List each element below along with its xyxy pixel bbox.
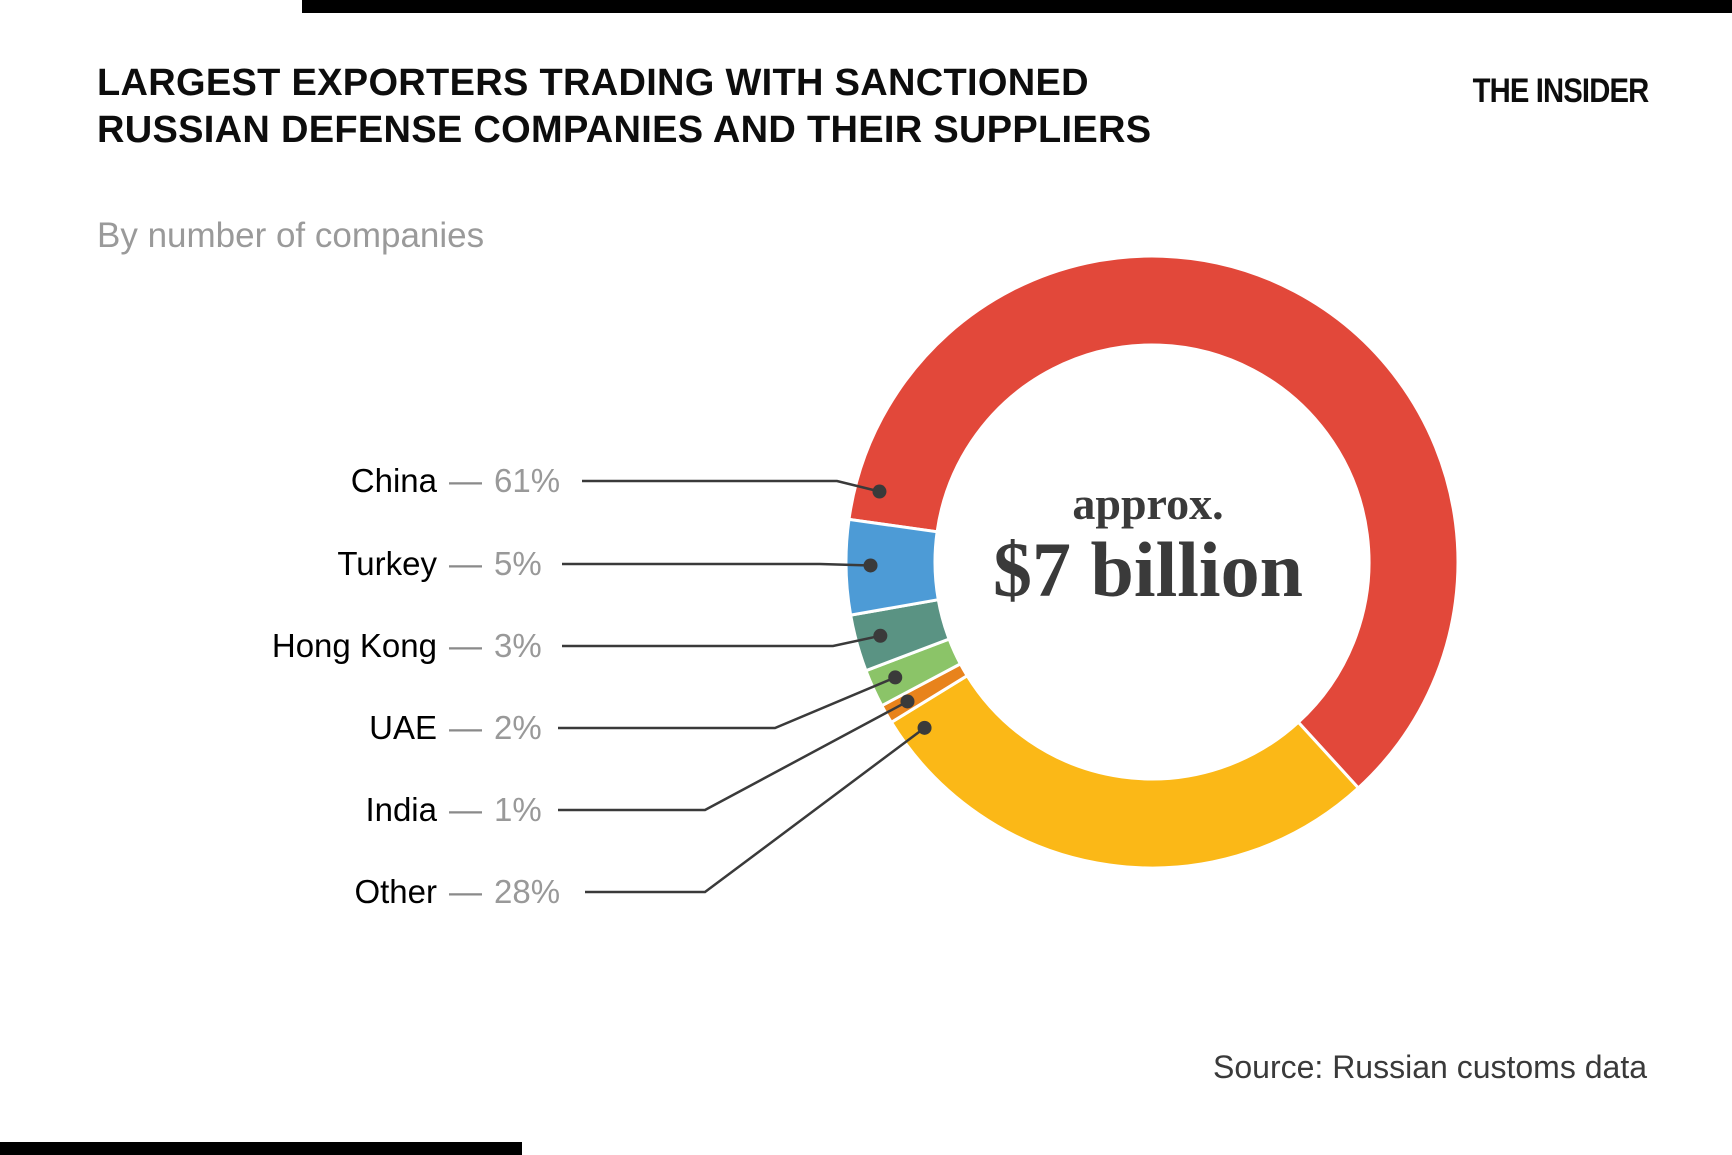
leader-line-other: [585, 726, 926, 894]
legend-value: 2%: [494, 709, 542, 746]
leader-dot-other: [917, 720, 932, 735]
center-label-amount: $7 billion: [993, 526, 1303, 613]
legend-label: India: [365, 791, 437, 828]
top-black-bar: [302, 0, 1732, 13]
leader-line-turkey: [562, 562, 871, 567]
legend-dash: —: [449, 462, 482, 499]
donut-center-label: approx. $7 billion: [848, 478, 1448, 610]
source-note: Source: Russian customs data: [1213, 1049, 1647, 1085]
brand-logo: THE INSIDER: [1472, 72, 1649, 110]
legend-row-other: Other — 28%: [0, 870, 560, 914]
legend-label: UAE: [369, 709, 437, 746]
leader-line-china: [582, 479, 880, 493]
segment-other: [889, 673, 1361, 870]
legend-label: Other: [354, 873, 437, 910]
title-line-2: RUSSIAN DEFENSE COMPANIES AND THEIR SUPP…: [97, 109, 1152, 151]
leader-line-hong-kong: [562, 634, 881, 648]
legend-dash: —: [449, 627, 482, 664]
legend-dash: —: [449, 545, 482, 582]
legend-label: China: [350, 462, 437, 499]
title-line-1: LARGEST EXPORTERS TRADING WITH SANCTIONE…: [97, 62, 1089, 104]
leader-line-uae: [558, 676, 896, 730]
legend-row-india: India — 1%: [0, 788, 542, 832]
leader-line-india: [558, 700, 909, 812]
segment-turkey: [844, 517, 941, 617]
legend-value: 1%: [494, 791, 542, 828]
legend-value: 61%: [494, 462, 561, 499]
legend-row-china: China — 61%: [0, 459, 560, 503]
leader-dot-china: [872, 484, 887, 499]
legend-dash: —: [449, 791, 482, 828]
legend-label: Turkey: [337, 545, 437, 582]
leader-dot-hong-kong: [873, 628, 888, 643]
page-title: LARGEST EXPORTERS TRADING WITH SANCTIONE…: [97, 60, 1151, 154]
legend-value: 5%: [494, 545, 542, 582]
leader-dot-uae: [888, 670, 903, 685]
legend-dash: —: [449, 709, 482, 746]
legend-row-uae: UAE — 2%: [0, 706, 542, 750]
bottom-black-bar: [0, 1142, 522, 1155]
center-label-approx: approx.: [1072, 478, 1224, 529]
legend-dash: —: [449, 873, 482, 910]
legend-value: 3%: [494, 627, 542, 664]
segment-china: [847, 254, 1460, 791]
leader-dot-turkey: [863, 558, 878, 573]
legend-value: 28%: [494, 873, 561, 910]
legend-label: Hong Kong: [271, 627, 437, 664]
legend-row-hong-kong: Hong Kong — 3%: [0, 624, 542, 668]
legend-row-turkey: Turkey — 5%: [0, 542, 542, 586]
chart-subtitle: By number of companies: [97, 216, 485, 255]
leader-dot-india: [900, 694, 915, 709]
